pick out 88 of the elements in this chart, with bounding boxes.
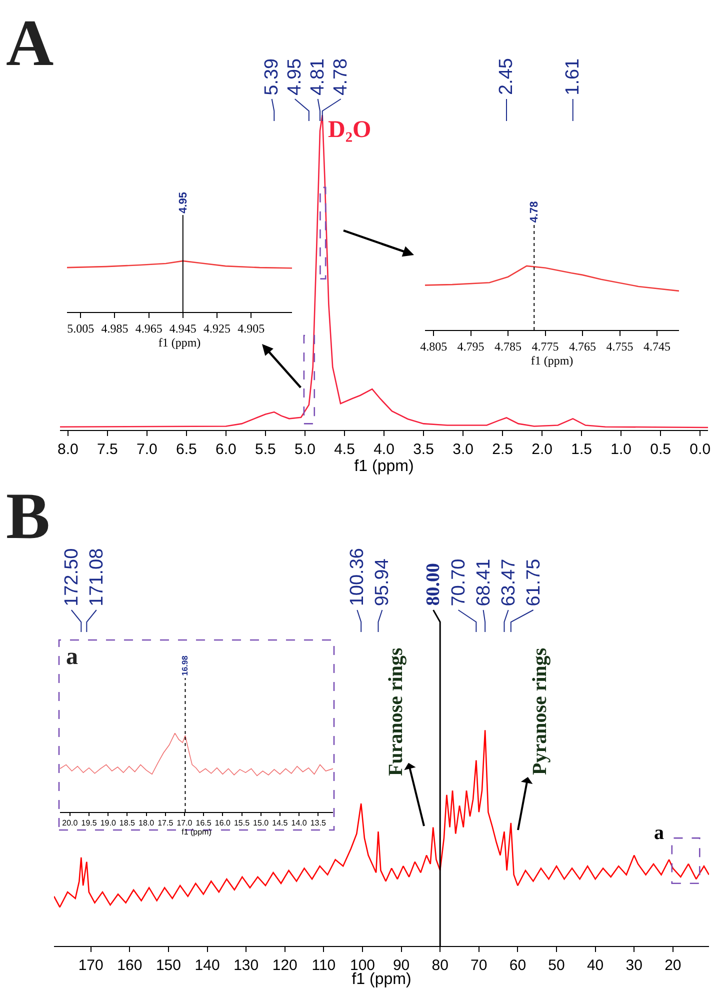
x-tick-label: 18.5: [119, 818, 136, 828]
x-tick-label: 4.5: [334, 441, 355, 458]
x-tick-label: 5.0: [294, 441, 316, 458]
ref-line-label: 70.70: [448, 558, 470, 606]
x-tick-label: 19.0: [100, 818, 116, 828]
x-tick-label: 130: [234, 957, 259, 974]
x-tick-label: 120: [272, 957, 298, 974]
x-tick-label: 0.0: [690, 441, 711, 458]
x-tick-label: 1.5: [571, 441, 592, 458]
annotation: Pyranose rings: [529, 648, 551, 775]
ref-line-label: 63.47: [498, 558, 520, 606]
x-tick-label: 6.0: [216, 441, 236, 458]
x-tick-label: 16.5: [196, 818, 212, 828]
ref-line-label: 4.78: [330, 58, 352, 96]
ref-line-label: 16.98: [180, 655, 190, 676]
x-axis-title: f1 (ppm): [354, 458, 414, 475]
x-tick-label: 4.965: [135, 321, 162, 336]
x-tick-label: 160: [117, 957, 142, 974]
x-tick-label: 2.0: [532, 441, 552, 458]
x-tick-label: 16.0: [214, 818, 231, 828]
ref-line-label: 68.41: [473, 558, 494, 606]
x-tick-label: 4.785: [494, 339, 522, 354]
x-tick-label: 17.5: [158, 818, 174, 828]
x-tick-label: 17.0: [176, 818, 193, 828]
annotation: Furanose rings: [385, 647, 407, 776]
ref-line-label: 171.08: [86, 548, 108, 606]
ref-line-label: 100.36: [347, 548, 368, 606]
x-tick-label: 4.805: [420, 339, 448, 354]
x-tick-label: 110: [312, 957, 336, 974]
ref-line-label: 1.61: [562, 58, 584, 96]
x-tick-label: 60: [509, 957, 526, 974]
x-tick-label: 14.5: [272, 818, 288, 828]
x-tick-label: 4.745: [644, 339, 671, 354]
x-tick-label: 70: [470, 957, 488, 974]
x-tick-label: 13.5: [310, 818, 326, 828]
ref-line-label: 80.00: [422, 563, 444, 606]
x-tick-label: 150: [156, 957, 181, 974]
x-axis-title: f1 (ppm): [158, 335, 201, 350]
x-tick-label: 4.0: [374, 441, 394, 458]
x-tick-label: 5.5: [255, 441, 276, 458]
x-tick-label: 3.5: [413, 441, 434, 458]
ref-line-label: 4.95: [284, 58, 306, 96]
x-tick-label: 4.775: [532, 339, 559, 354]
x-tick-label: 20: [664, 957, 682, 974]
x-tick-label: 1.0: [610, 441, 632, 458]
x-tick-label: 19.5: [81, 818, 98, 828]
x-tick-label: 8.0: [57, 441, 78, 458]
ref-line-label: 4.95: [177, 192, 190, 214]
x-tick-label: 4.755: [606, 339, 634, 354]
x-tick-label: 20.0: [62, 818, 78, 828]
annotation: D₂O: [328, 117, 372, 143]
x-tick-label: 3.0: [452, 441, 474, 458]
ref-line-label: 5.39: [261, 58, 282, 96]
x-tick-label: 4.905: [238, 321, 265, 336]
chart-title: A: [6, 7, 54, 80]
x-tick-label: 30: [626, 957, 642, 974]
x-tick-label: 0.5: [650, 441, 672, 458]
x-tick-label: 40: [586, 957, 604, 974]
ref-line-label: 4.78: [528, 201, 541, 223]
x-tick-label: 4.765: [569, 339, 596, 354]
x-tick-label: 7.0: [136, 441, 158, 458]
ref-line-label: 2.45: [496, 58, 517, 95]
annotation: a: [654, 822, 664, 844]
x-tick-label: 4.945: [169, 321, 196, 336]
x-tick-label: 140: [194, 957, 220, 974]
ref-line-label: 4.81: [307, 58, 328, 96]
x-tick-label: 15.0: [253, 818, 270, 828]
x-tick-label: 2.5: [492, 441, 513, 458]
x-tick-label: 6.5: [176, 441, 197, 458]
x-tick-label: 4.925: [204, 321, 230, 336]
x-tick-label: 15.5: [234, 818, 250, 828]
x-tick-label: 7.5: [96, 441, 118, 458]
ref-line-label: 95.94: [372, 558, 394, 606]
x-tick-label: 4.795: [457, 339, 484, 354]
x-axis-title: f1 (ppm): [352, 971, 412, 988]
x-axis-title: f1 (ppm): [530, 353, 574, 368]
ref-line-label: 172.50: [61, 548, 82, 606]
x-tick-label: 18.0: [138, 818, 155, 828]
x-tick-label: 4.985: [101, 321, 128, 336]
x-tick-label: 5.005: [67, 321, 94, 336]
x-axis-title: f1 (ppm): [182, 828, 212, 837]
chart-title: B: [6, 480, 50, 553]
ref-line-label: 61.75: [523, 558, 544, 606]
x-tick-label: 80: [432, 957, 448, 974]
chart-title: a: [66, 644, 78, 670]
x-tick-label: 50: [548, 957, 565, 974]
x-tick-label: 14.0: [291, 818, 308, 828]
x-tick-label: 170: [78, 957, 104, 974]
